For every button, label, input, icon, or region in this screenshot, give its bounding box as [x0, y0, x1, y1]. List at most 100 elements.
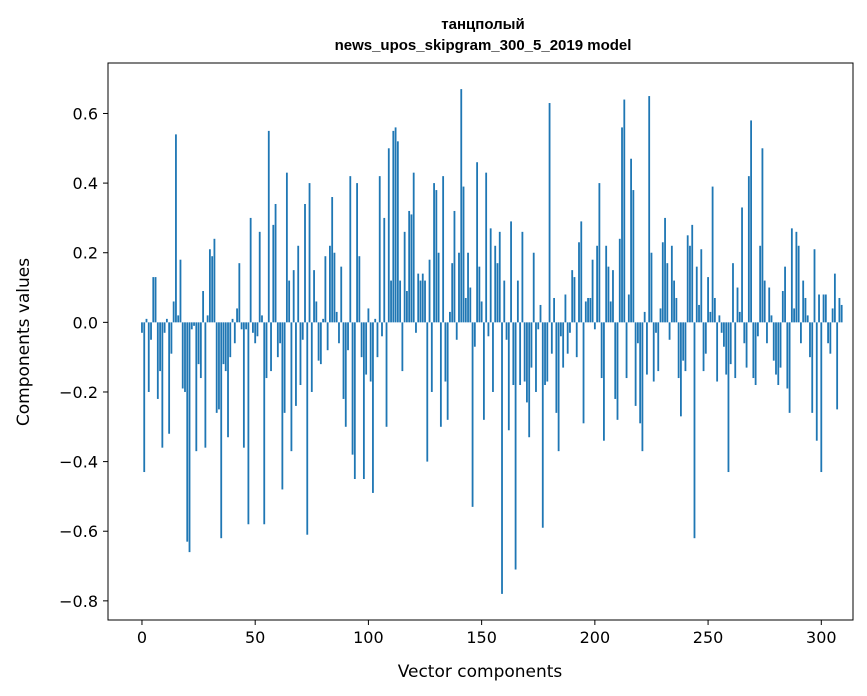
- bar-91: [347, 322, 349, 351]
- bar-239: [682, 322, 685, 361]
- bar-9: [161, 322, 164, 448]
- bar-93: [351, 322, 354, 455]
- bar-127: [428, 259, 431, 323]
- bar-79: [319, 322, 322, 365]
- bar-13: [170, 322, 173, 354]
- bar-253: [713, 297, 716, 323]
- bar-246: [698, 304, 700, 323]
- x-tick-label: 0: [137, 628, 147, 647]
- bar-196: [584, 301, 587, 323]
- chart-title-line2: news_upos_skipgram_300_5_2019 model: [335, 37, 632, 54]
- bar-275: [763, 280, 766, 323]
- bar-169: [523, 322, 526, 382]
- bar-156: [494, 245, 497, 323]
- x-tick-label: 300: [806, 628, 837, 647]
- bar-242: [689, 245, 691, 323]
- bar-249: [704, 322, 707, 354]
- bar-118: [408, 210, 411, 323]
- bar-32: [213, 238, 216, 323]
- bar-106: [381, 322, 383, 337]
- bar-190: [571, 270, 574, 323]
- bar-48: [249, 217, 252, 323]
- bar-176: [539, 304, 542, 323]
- bar-14: [172, 301, 175, 323]
- bar-114: [399, 280, 402, 323]
- bar-37: [224, 322, 227, 372]
- bar-71: [301, 322, 304, 340]
- bar-294: [806, 315, 809, 323]
- bar-105: [378, 176, 381, 323]
- bar-208: [612, 270, 614, 323]
- bar-47: [247, 322, 250, 525]
- bar-77: [315, 301, 318, 323]
- bar-59: [274, 203, 277, 323]
- bar-129: [433, 183, 435, 323]
- bar-123: [419, 280, 422, 323]
- bar-128: [430, 322, 433, 392]
- bar-233: [668, 322, 671, 340]
- bar-306: [833, 273, 836, 323]
- bar-73: [306, 322, 309, 535]
- bar-200: [593, 322, 596, 330]
- bar-301: [822, 294, 825, 323]
- bar-65: [288, 280, 291, 323]
- bar-225: [650, 252, 653, 323]
- bar-248: [702, 322, 705, 372]
- bar-51: [256, 322, 259, 337]
- bar-36: [222, 322, 225, 365]
- y-tick-label: −0.6: [59, 522, 98, 541]
- bar-236: [675, 297, 678, 323]
- bar-52: [258, 231, 261, 323]
- y-tick-label: 0.0: [73, 313, 98, 332]
- bar-113: [396, 141, 399, 323]
- bar-68: [295, 322, 297, 406]
- bar-309: [840, 304, 843, 323]
- bar-120: [412, 172, 415, 323]
- bar-115: [401, 322, 404, 372]
- bar-135: [446, 322, 449, 420]
- bar-204: [603, 322, 605, 441]
- bar-258: [725, 322, 728, 375]
- bar-238: [680, 322, 682, 417]
- y-tick-label: 0.2: [73, 244, 98, 263]
- bar-10: [163, 322, 166, 333]
- bar-230: [661, 242, 664, 323]
- bar-137: [451, 263, 454, 323]
- bar-280: [775, 322, 777, 375]
- bar-117: [406, 291, 408, 323]
- bar-109: [387, 148, 390, 323]
- bar-277: [768, 287, 771, 323]
- bar-54: [263, 322, 266, 525]
- bar-198: [589, 297, 592, 323]
- bar-217: [632, 190, 635, 323]
- bar-245: [695, 266, 698, 323]
- bar-144: [467, 252, 469, 323]
- bar-97: [360, 322, 363, 358]
- bar-122: [417, 273, 420, 323]
- bar-83: [329, 245, 331, 323]
- bar-181: [550, 322, 553, 354]
- bar-194: [580, 221, 583, 323]
- bar-26: [199, 322, 202, 379]
- bar-269: [750, 120, 752, 323]
- bar-147: [473, 322, 476, 347]
- bar-271: [754, 322, 757, 386]
- bar-81: [324, 256, 327, 323]
- bar-90: [344, 322, 347, 427]
- bar-201: [596, 245, 599, 323]
- bar-45: [242, 322, 245, 448]
- bar-192: [575, 322, 578, 358]
- bar-215: [627, 294, 630, 323]
- bar-185: [559, 322, 562, 337]
- bar-183: [555, 322, 558, 413]
- bar-174: [535, 322, 537, 392]
- bar-264: [738, 311, 741, 323]
- bar-224: [648, 96, 651, 323]
- y-tick-label: −0.2: [59, 383, 98, 402]
- bar-272: [756, 322, 759, 337]
- bar-199: [591, 259, 594, 323]
- bar-207: [609, 301, 612, 323]
- bar-168: [521, 231, 524, 323]
- bar-180: [548, 103, 551, 323]
- bar-244: [693, 322, 696, 539]
